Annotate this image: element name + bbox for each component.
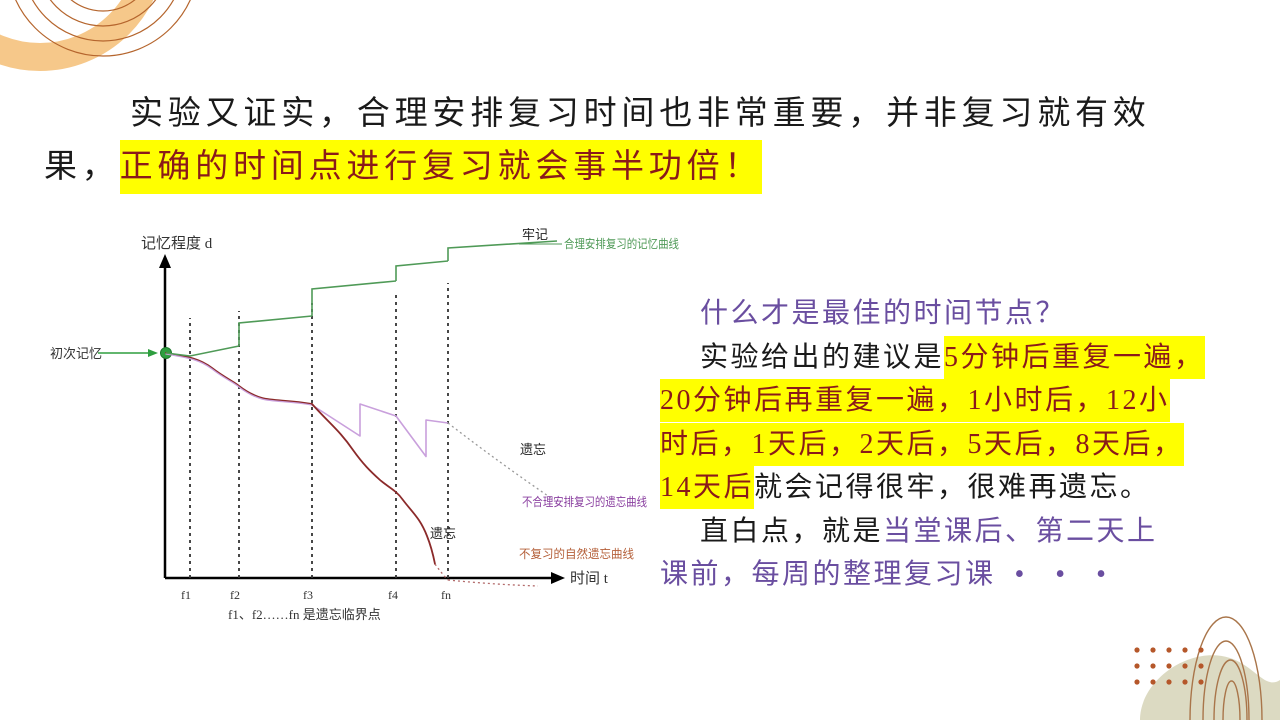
svg-text:不合理安排复习的遗忘曲线: 不合理安排复习的遗忘曲线 <box>522 494 647 509</box>
svg-text:时间 t: 时间 t <box>570 570 609 587</box>
svg-text:牢记: 牢记 <box>522 228 548 242</box>
svg-text:f1、f2……fn 是遗忘临界点: f1、f2……fn 是遗忘临界点 <box>228 607 381 622</box>
svg-text:f4: f4 <box>388 588 398 602</box>
svg-text:不复习的自然遗忘曲线: 不复习的自然遗忘曲线 <box>519 546 634 561</box>
svg-text:f1: f1 <box>181 588 191 602</box>
svg-text:遗忘: 遗忘 <box>430 526 456 541</box>
svg-text:记忆程度 d: 记忆程度 d <box>141 235 213 252</box>
svg-text:f2: f2 <box>230 588 240 602</box>
svg-text:遗忘: 遗忘 <box>520 442 546 457</box>
svg-text:合理安排复习的记忆曲线: 合理安排复习的记忆曲线 <box>564 236 679 251</box>
svg-text:初次记忆: 初次记忆 <box>50 346 102 361</box>
svg-text:fn: fn <box>441 588 451 602</box>
svg-text:f3: f3 <box>303 588 313 602</box>
